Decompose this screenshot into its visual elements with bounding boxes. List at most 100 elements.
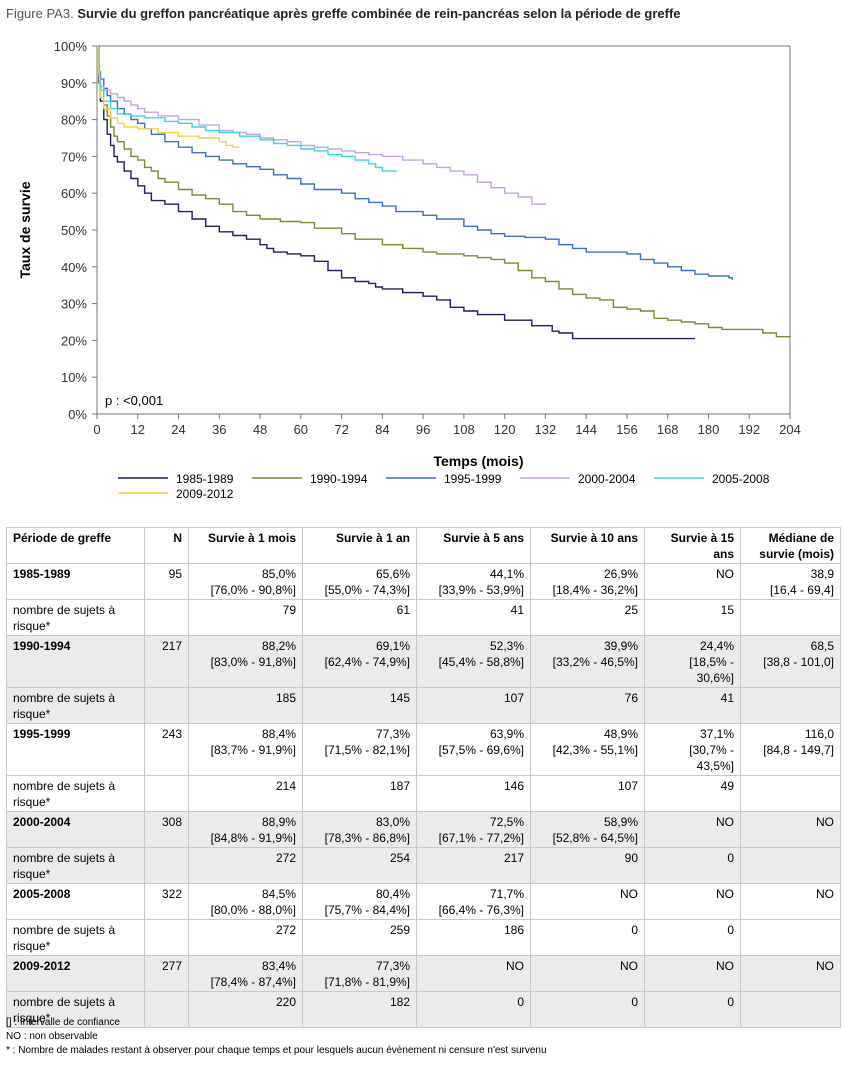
x-tick-label: 192 [738, 422, 760, 437]
table-cell: 0 [530, 919, 645, 956]
table-row: nombre de sujets à risque* 185 145 107 76 41 [6, 687, 841, 724]
table-cell: NO [740, 883, 841, 920]
table-cell: 79 [188, 599, 303, 636]
table-cell: 322 [144, 883, 189, 920]
table-cell: NO [740, 811, 841, 848]
table-cell: 243 [144, 723, 189, 776]
table-cell: 80,4% [75,7% - 84,4%] [302, 883, 417, 920]
x-tick-label: 0 [93, 422, 100, 437]
table-cell: 24,4% [18,5% - 30,6%] [644, 635, 741, 688]
table-cell: 0 [644, 847, 741, 884]
table-cell: 0 [644, 991, 741, 1028]
x-tick-label: 204 [779, 422, 801, 437]
header-cell: Survie à 5 ans [416, 527, 531, 564]
table-cell [740, 847, 841, 884]
table-cell: 68,5 [38,8 - 101,0] [740, 635, 841, 688]
x-tick-label: 12 [131, 422, 145, 437]
table-cell: 308 [144, 811, 189, 848]
table-cell [740, 919, 841, 956]
footnotes: [] : Intervalle de confiance NO : non ob… [6, 1016, 547, 1058]
table-cell [740, 687, 841, 724]
y-tick-label: 80% [61, 113, 87, 128]
legend-label-1990-1994: 1990-1994 [310, 472, 368, 486]
survival-curve-1995-1999 [97, 45, 733, 280]
table-cell: 0 [416, 991, 531, 1028]
table-cell: 48,9% [42,3% - 55,1%] [530, 723, 645, 776]
header-cell: Survie à 15 ans [644, 527, 741, 564]
y-tick-label: 10% [61, 370, 87, 385]
table-row: nombre de sujets à risque* 272 254 217 90 0 [6, 847, 841, 884]
table-cell: 116,0 [84,8 - 149,7] [740, 723, 841, 776]
table-cell: nombre de sujets à risque* [6, 599, 145, 636]
x-tick-label: 132 [535, 422, 557, 437]
x-tick-label: 24 [171, 422, 185, 437]
survival-table: Période de greffe N Survie à 1 mois Survie … [6, 527, 841, 1028]
table-cell: 259 [302, 919, 417, 956]
table-cell: 84,5% [80,0% - 88,0%] [188, 883, 303, 920]
survival-chart: 0% 10% 20% 30% 40% 50% 60% 70% 80% 90% 100% 0 12 24 36… [17, 39, 801, 501]
table-cell: 217 [416, 847, 531, 884]
table-cell: 0 [530, 991, 645, 1028]
table-cell [144, 687, 189, 724]
survival-curve-1985-1989 [97, 45, 695, 340]
table-cell: 44,1% [33,9% - 53,9%] [416, 563, 531, 600]
footnote-ci: [] : Intervalle de confiance [6, 1017, 120, 1028]
table-cell: NO [644, 955, 741, 992]
table-cell: NO [644, 811, 741, 848]
table-cell: 272 [188, 919, 303, 956]
header-cell: Survie à 1 an [302, 527, 417, 564]
plot-frame [96, 45, 791, 415]
table-cell [144, 599, 189, 636]
table-cell: 185 [188, 687, 303, 724]
table-cell: 214 [188, 775, 303, 812]
table-cell: nombre de sujets à risque* [6, 687, 145, 724]
x-tick-label: 144 [575, 422, 597, 437]
table-cell: 39,9% [33,2% - 46,5%] [530, 635, 645, 688]
y-tick-label: 60% [61, 186, 87, 201]
y-tick-label: 40% [61, 260, 87, 275]
table-row: 2000-2004 308 88,9% [84,8% - 91,9%] 83,0% [78… [6, 811, 841, 848]
table-cell: 2000-2004 [6, 811, 145, 848]
table-cell: 186 [416, 919, 531, 956]
table-cell: 85,0% [76,0% - 90,8%] [188, 563, 303, 600]
survival-curve-1990-1994 [97, 45, 791, 338]
y-tick-label: 50% [61, 223, 87, 238]
table-cell: 182 [302, 991, 417, 1028]
table-cell [144, 919, 189, 956]
table-cell: 83,4% [78,4% - 87,4%] [188, 955, 303, 992]
table-cell: NO [530, 955, 645, 992]
table-cell: 1990-1994 [6, 635, 145, 688]
table-row: nombre de sujets à risque* 79 61 41 25 15 [6, 599, 841, 636]
table-cell: NO [530, 883, 645, 920]
y-tick-label: 0% [68, 407, 87, 422]
legend-label-1985-1989: 1985-1989 [176, 472, 234, 486]
table-cell: 49 [644, 775, 741, 812]
x-tick-label: 108 [453, 422, 475, 437]
legend-label-1995-1999: 1995-1999 [444, 472, 502, 486]
x-tick-label: 120 [494, 422, 516, 437]
header-cell: Survie à 10 ans [530, 527, 645, 564]
x-tick-label: 96 [416, 422, 430, 437]
table-cell: 25 [530, 599, 645, 636]
table-cell: NO [644, 563, 741, 600]
x-tick-label: 156 [616, 422, 638, 437]
table-cell: 95 [144, 563, 189, 600]
table-cell: 187 [302, 775, 417, 812]
table-cell [144, 775, 189, 812]
table-cell: 63,9% [57,5% - 69,6%] [416, 723, 531, 776]
table-row: 2009-2012 277 83,4% [78,4% - 87,4%] 77,3% [71… [6, 955, 841, 992]
table-cell: 217 [144, 635, 189, 688]
table-cell: 15 [644, 599, 741, 636]
table-cell: 65,6% [55,0% - 74,3%] [302, 563, 417, 600]
legend-label-2005-2008: 2005-2008 [712, 472, 770, 486]
table-cell: 88,4% [83,7% - 91,9%] [188, 723, 303, 776]
x-tick-label: 60 [294, 422, 308, 437]
y-tick-label: 30% [61, 297, 87, 312]
p-value-annotation: p : <0,001 [105, 393, 163, 408]
header-cell: Médiane de survie (mois) [740, 527, 841, 564]
table-cell: 52,3% [45,4% - 58,8%] [416, 635, 531, 688]
table-cell: 88,9% [84,8% - 91,9%] [188, 811, 303, 848]
table-cell [144, 847, 189, 884]
table-cell: 76 [530, 687, 645, 724]
x-tick-label: 72 [334, 422, 348, 437]
